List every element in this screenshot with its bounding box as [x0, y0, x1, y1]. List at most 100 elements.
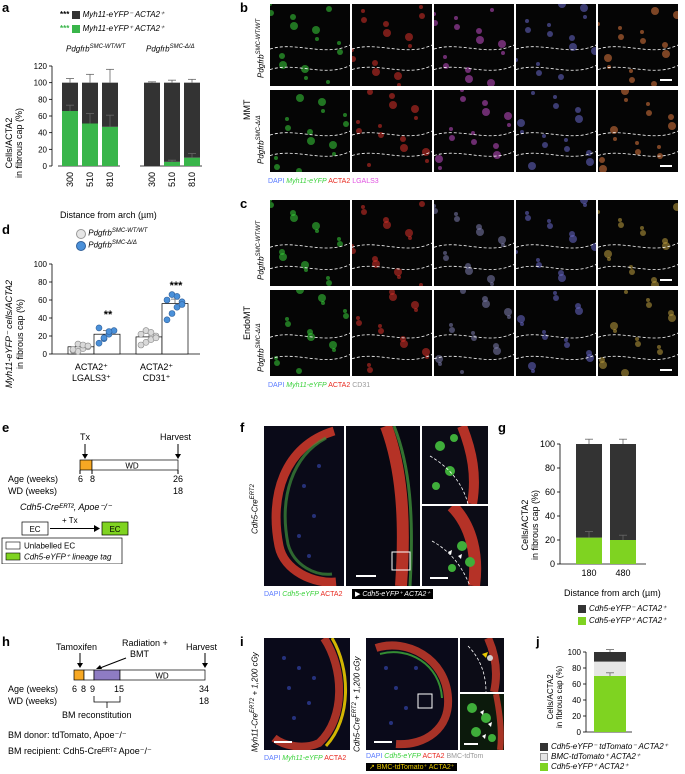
chart-g: 0 20 40 60 80 100 180 480 [540, 438, 646, 578]
cell [274, 156, 278, 160]
cell [419, 201, 425, 207]
cell [640, 226, 644, 230]
x-tick-label: 510 [167, 172, 177, 187]
chart-a-xlabel: Distance from arch (µm) [60, 210, 157, 220]
x-tick-label: 510 [85, 172, 95, 187]
cell [332, 152, 336, 156]
x-tick-label: 300 [65, 172, 75, 187]
cell [564, 342, 570, 348]
dashed-boundary [598, 130, 678, 137]
y-tick-label: 40 [572, 696, 581, 705]
cell [618, 218, 622, 222]
cell [668, 114, 674, 120]
micrograph-f4 [422, 506, 488, 586]
row-f-label: Cdh5-CreERT2 [250, 484, 260, 534]
cell [321, 301, 325, 305]
dashed-boundary [270, 151, 350, 157]
svg-text:Tamoxifen: Tamoxifen [56, 642, 97, 652]
svg-text:18: 18 [199, 696, 209, 706]
dot-ko [178, 301, 186, 308]
cell [296, 290, 304, 294]
cell [326, 6, 332, 12]
cell [618, 26, 622, 30]
svg-text:WD: WD [125, 462, 139, 471]
cell [624, 98, 628, 102]
cell [583, 15, 587, 19]
bar-dark [594, 652, 626, 662]
cell [657, 345, 661, 349]
legend-a-swatch2 [71, 24, 80, 33]
y-tick-label: 80 [38, 278, 47, 287]
cell [383, 21, 389, 27]
cell [304, 76, 308, 80]
cell [449, 135, 455, 141]
cell [326, 276, 330, 280]
cell [434, 208, 438, 214]
cell [465, 75, 473, 83]
dashed-boundary [434, 130, 514, 137]
cell [312, 26, 320, 34]
cell [296, 168, 302, 172]
dashed-boundary [434, 65, 514, 71]
dashed-boundary [352, 65, 432, 71]
cell [610, 126, 618, 134]
cell [525, 27, 531, 33]
dot-ko [163, 316, 171, 324]
cell [569, 43, 577, 51]
cell [383, 221, 391, 229]
bar-green [82, 123, 98, 166]
cell [411, 301, 419, 309]
cell [482, 108, 490, 116]
dashed-boundary [516, 242, 596, 249]
cell [476, 228, 484, 236]
dot-wt [152, 334, 160, 342]
cell [270, 4, 272, 6]
cell [525, 19, 529, 23]
cell [604, 250, 612, 258]
caption-b: DAPI Myh11-eYFP ACTA2 LGALS3 [268, 178, 379, 185]
cell [482, 100, 488, 106]
cell [290, 22, 298, 30]
bg [516, 200, 596, 286]
dashed-boundary [598, 65, 678, 71]
svg-text:EC: EC [29, 525, 40, 534]
cell [414, 116, 418, 120]
dot-ko [95, 324, 103, 332]
cell [662, 50, 670, 58]
dashed-boundary [270, 264, 350, 270]
cell [301, 261, 309, 269]
cell [629, 269, 635, 275]
cell [646, 110, 652, 116]
y-tick-label: 20 [572, 712, 581, 721]
cell [490, 8, 494, 12]
cell [618, 222, 624, 228]
y-tick-label: 60 [38, 296, 47, 305]
panel-label-d: d [2, 222, 10, 237]
cell [315, 37, 319, 41]
cell [646, 298, 650, 302]
dashed-boundary [434, 44, 514, 51]
panel-label-j: j [536, 634, 540, 649]
dashed-boundary [352, 332, 432, 339]
svg-text:EC: EC [109, 525, 120, 534]
panel-c-micrograph-r2-c5 [598, 290, 678, 376]
cell [279, 53, 285, 59]
dashed-boundary [352, 44, 432, 51]
svg-text:BM recipient: Cdh5-Creᴱᴿᵀ² Apo: BM recipient: Cdh5-Creᴱᴿᵀ² Apoe⁻/⁻ [8, 746, 152, 756]
cell [397, 83, 401, 86]
cell [604, 54, 612, 62]
cell [471, 131, 475, 135]
cell [498, 236, 506, 244]
cell [487, 275, 495, 283]
group-label-ko: PdgfrbSMC-Δ/Δ [146, 44, 195, 54]
dot-wt [69, 346, 77, 353]
cell [640, 230, 646, 236]
panel-b-micrograph-r1-c2 [352, 4, 432, 86]
cell [372, 260, 380, 268]
cell [454, 16, 458, 20]
svg-text:BM donor: tdTomato, Apoe⁻/⁻: BM donor: tdTomato, Apoe⁻/⁻ [8, 730, 127, 740]
bg [270, 200, 350, 286]
dashed-boundary [516, 354, 596, 360]
cell [318, 98, 326, 106]
cell [356, 316, 360, 320]
